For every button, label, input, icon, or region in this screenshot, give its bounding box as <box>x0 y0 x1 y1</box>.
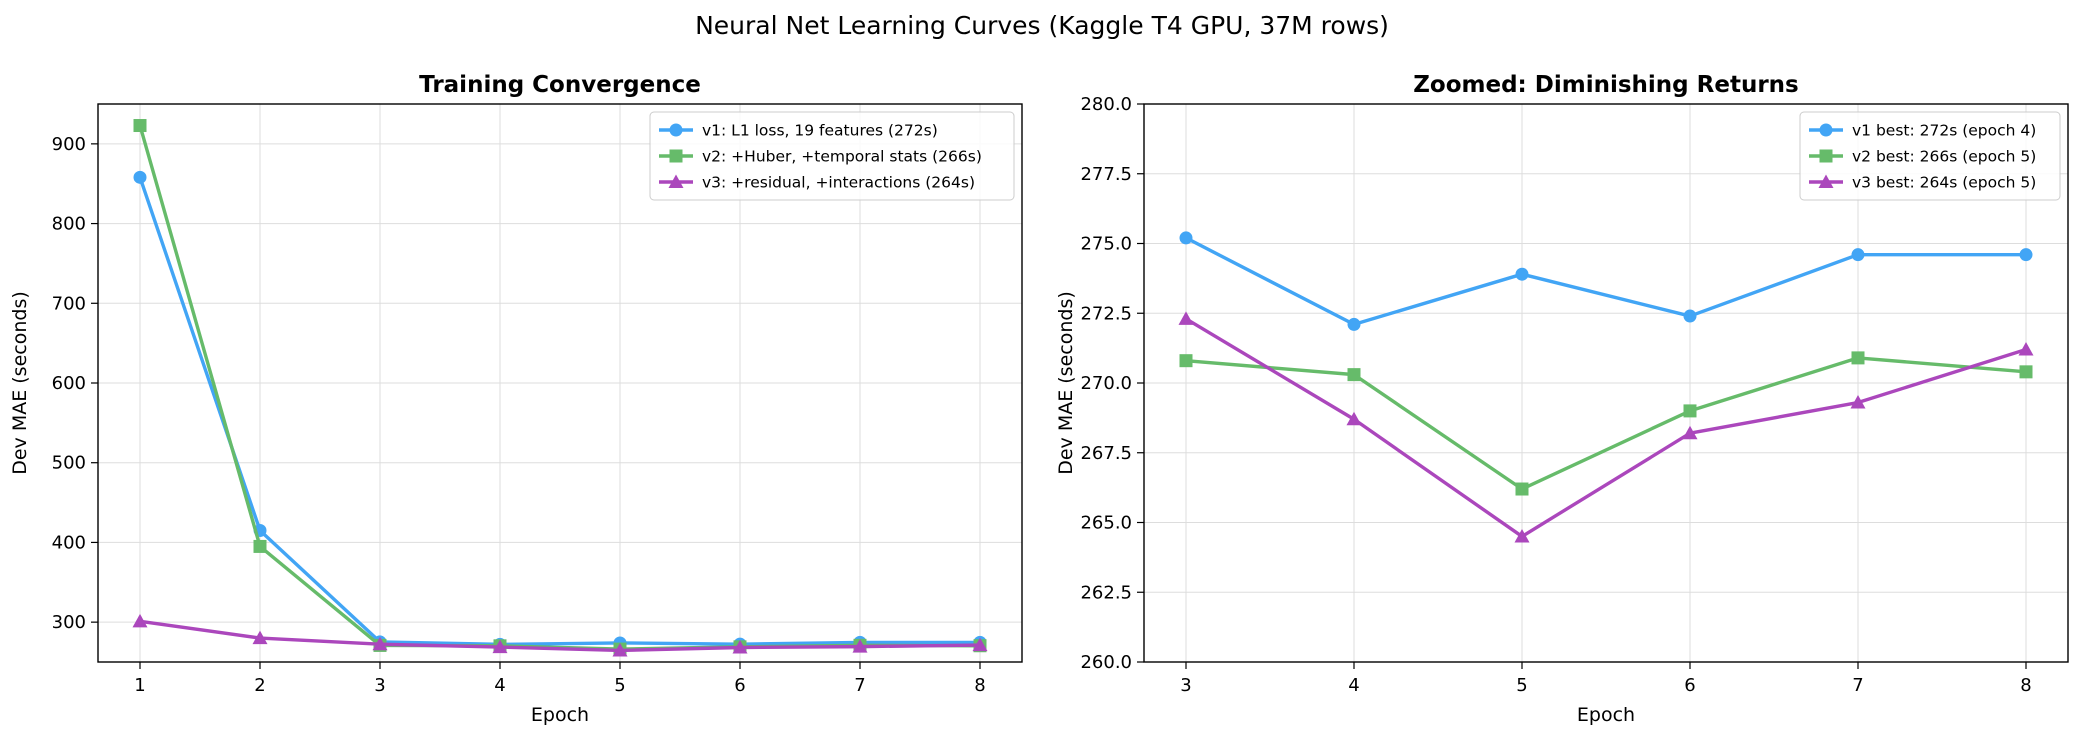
y-tick-label: 800 <box>52 214 86 235</box>
y-tick-label: 267.5 <box>1080 443 1132 464</box>
chart-title: Training Convergence <box>419 72 701 98</box>
series-2 <box>1179 351 2033 496</box>
y-tick-label: 280.0 <box>1080 94 1132 115</box>
data-point <box>1514 528 1530 543</box>
data-point <box>372 636 388 651</box>
y-tick-label: 277.5 <box>1080 164 1132 185</box>
chart-training-convergence: 1 2 3 4 5 6 7 8 300 400 500 600 700 800 900 Training Co… <box>9 72 1023 726</box>
data-point <box>1683 309 1697 323</box>
data-point <box>133 170 147 184</box>
y-tick-label: 300 <box>52 612 86 633</box>
data-point <box>1178 311 1194 325</box>
x-tick-label: 7 <box>1852 675 1863 696</box>
series-1 <box>133 170 987 651</box>
data-point <box>1179 231 1193 245</box>
chart-zoomed-diminishing-returns: 3 4 5 6 7 8 260.0 262.5 265.0 267.5 270.0 272.5 275.… <box>1055 72 2069 726</box>
data-point <box>732 639 748 654</box>
x-tick-label: 7 <box>854 675 865 696</box>
data-point <box>1851 351 1865 365</box>
legend-swatch-marker <box>1818 174 1834 188</box>
legend: v1: L1 loss, 19 features (272s) v2: +Hube… <box>649 111 1015 201</box>
series-3 <box>1178 311 2034 543</box>
series-line <box>1185 317 2027 539</box>
axes-frame <box>1143 103 2069 663</box>
data-point <box>612 642 628 657</box>
y-tick-label: 262.5 <box>1080 582 1132 603</box>
y-tick-label: 275.0 <box>1080 234 1132 255</box>
y-axis-label: Dev MAE (seconds) <box>1055 291 1077 475</box>
x-tick-label: 5 <box>1516 675 1527 696</box>
data-point <box>852 639 868 653</box>
y-tick-label: 500 <box>52 453 86 474</box>
series-line <box>138 176 980 647</box>
series-line <box>1185 236 2026 327</box>
data-point <box>1515 267 1529 281</box>
series-line <box>1185 356 2027 491</box>
data-point <box>972 637 988 652</box>
legend-entry: v2 best: 266s (epoch 5) <box>1852 148 2036 166</box>
series-3 <box>132 613 988 657</box>
y-axis-label: Dev MAE (seconds) <box>9 291 31 475</box>
data-point <box>492 639 508 654</box>
legend-frame <box>649 111 1015 201</box>
legend-swatch-marker <box>669 123 683 137</box>
legend: v1 best: 272s (epoch 4) v2 best: 266s (ep… <box>1799 111 2061 201</box>
series-1 <box>1179 231 2033 331</box>
y-tick-label: 700 <box>52 293 86 314</box>
x-tick-label: 6 <box>1684 675 1695 696</box>
series-line <box>139 619 981 653</box>
x-tick-label: 1 <box>134 675 145 696</box>
data-point <box>1179 354 1193 368</box>
x-tick-label: 6 <box>734 675 745 696</box>
chart-title: Zoomed: Diminishing Returns <box>1413 72 1798 98</box>
y-tick-label: 265.0 <box>1080 513 1132 534</box>
x-tick-label: 3 <box>1180 675 1191 696</box>
y-tick-label: 900 <box>52 134 86 155</box>
x-tick-label: 8 <box>974 675 985 696</box>
legend-entry: v3 best: 264s (epoch 5) <box>1852 174 2036 192</box>
data-point <box>132 613 148 628</box>
data-point <box>1682 425 1698 440</box>
legend-swatch-marker <box>668 174 684 188</box>
legend-entry: v2: +Huber, +temporal stats (266s) <box>702 148 982 166</box>
data-point <box>1683 404 1697 418</box>
data-point <box>1851 248 1865 262</box>
data-point <box>1346 411 1362 426</box>
x-axis-label: Epoch <box>1577 704 1635 726</box>
figure-suptitle: Neural Net Learning Curves (Kaggle T4 GP… <box>695 11 1389 40</box>
data-point <box>1850 395 1866 409</box>
y-tick-label: 260.0 <box>1080 652 1132 673</box>
series-line <box>138 125 981 651</box>
x-tick-label: 3 <box>374 675 385 696</box>
legend-swatch-marker <box>669 149 683 163</box>
y-tick-label: 400 <box>52 532 86 553</box>
data-point <box>2018 342 2034 356</box>
data-point <box>2019 365 2033 379</box>
data-point <box>253 539 267 553</box>
x-tick-label: 2 <box>254 675 265 696</box>
y-tick-label: 270.0 <box>1080 373 1132 394</box>
data-point <box>1347 317 1361 331</box>
y-tick-label: 272.5 <box>1080 303 1132 324</box>
data-point <box>252 630 268 645</box>
data-point <box>2019 248 2033 262</box>
data-point <box>1515 482 1529 496</box>
data-point <box>1347 368 1361 382</box>
legend-entry: v3: +residual, +interactions (264s) <box>702 174 975 192</box>
axes-frame <box>97 103 1023 663</box>
x-axis-label: Epoch <box>531 704 589 726</box>
x-tick-label: 4 <box>494 675 505 696</box>
y-tick-label: 600 <box>52 373 86 394</box>
legend-entry: v1: L1 loss, 19 features (272s) <box>702 122 938 140</box>
legend-entry: v1 best: 272s (epoch 4) <box>1852 122 2036 140</box>
legend-swatch-marker <box>1819 123 1833 137</box>
legend-swatch-marker <box>1819 149 1833 163</box>
x-tick-label: 8 <box>2020 675 2031 696</box>
x-tick-label: 5 <box>614 675 625 696</box>
data-point <box>133 119 147 133</box>
x-tick-label: 4 <box>1348 675 1359 696</box>
legend-frame <box>1799 111 2061 201</box>
